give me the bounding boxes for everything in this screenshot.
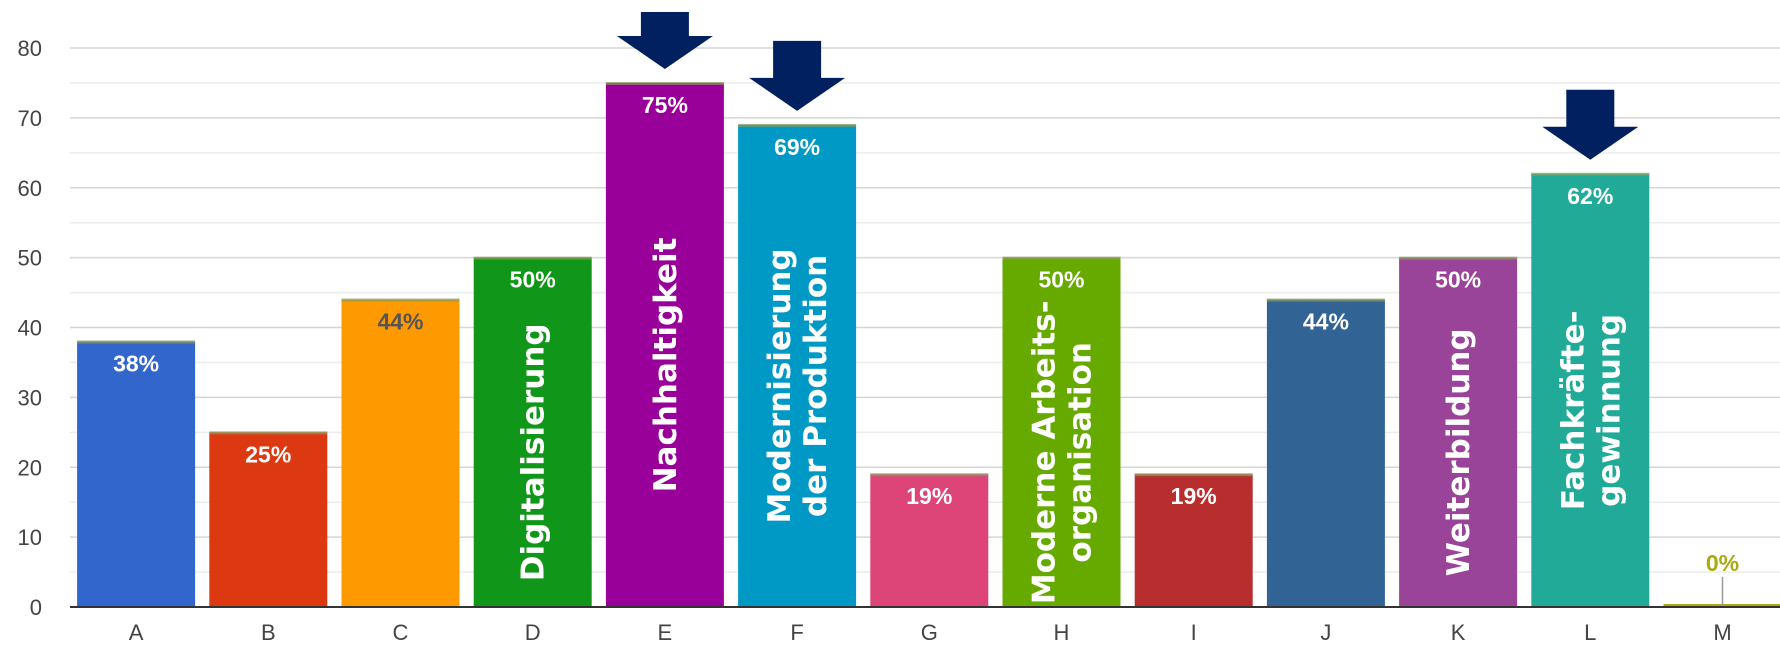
bar-F — [738, 124, 857, 608]
bar-D — [473, 257, 592, 607]
x-category-J: J — [1320, 620, 1331, 645]
y-tick-label: 60 — [18, 176, 42, 201]
data-label-I: 19% — [1171, 483, 1217, 509]
highlight-arrow-E — [616, 12, 713, 69]
bar-B — [209, 432, 328, 607]
annotation-F: Modernisierung — [762, 248, 798, 523]
annotation-E: Nachhaltigkeit — [648, 237, 684, 492]
bar-K — [1399, 257, 1518, 607]
x-category-C: C — [393, 620, 409, 645]
bar-E — [605, 82, 724, 607]
x-category-A: A — [129, 620, 144, 645]
bar-J — [1266, 299, 1385, 607]
bar-top-edge — [473, 256, 592, 260]
y-tick-label: 30 — [18, 385, 42, 410]
bar-top-edge — [738, 123, 857, 127]
annotation-L: Fachkräfte- — [1555, 311, 1591, 511]
data-label-D: 50% — [510, 267, 556, 293]
bar-A — [77, 341, 196, 607]
highlight-arrows — [616, 12, 1639, 160]
bar-C — [341, 299, 460, 607]
bars — [77, 81, 1780, 608]
bar-L — [1531, 173, 1650, 607]
data-label-K: 50% — [1435, 267, 1481, 293]
bar-top-edge — [341, 298, 460, 302]
x-category-G: G — [921, 620, 938, 645]
y-tick-label: 10 — [18, 525, 42, 550]
data-label-L: 62% — [1567, 183, 1613, 209]
data-label-M: 0% — [1706, 550, 1739, 576]
bar-top-edge — [1002, 256, 1121, 260]
x-category-M: M — [1713, 620, 1731, 645]
y-tick-label: 40 — [18, 316, 42, 341]
annotation-H: organisation — [1063, 342, 1099, 563]
data-label-F: 69% — [774, 134, 820, 160]
y-axis-ticks: 0 10 20 30 40 50 60 70 80 — [18, 36, 42, 620]
bar-top-edge — [77, 340, 196, 344]
x-axis-categories: A B C D E F G H I J K L M — [129, 620, 1732, 645]
y-tick-label: 20 — [18, 455, 42, 480]
data-label-H: 50% — [1038, 267, 1084, 293]
y-tick-label: 0 — [30, 595, 42, 620]
y-tick-label: 50 — [18, 246, 42, 271]
data-label-C: 44% — [377, 309, 423, 335]
x-category-H: H — [1054, 620, 1070, 645]
annotation-H: Moderne Arbeits- — [1027, 300, 1063, 604]
highlight-arrow-L — [1542, 89, 1639, 160]
x-category-L: L — [1584, 620, 1596, 645]
x-category-F: F — [790, 620, 803, 645]
data-label-E: 75% — [642, 92, 688, 118]
x-category-D: D — [525, 620, 541, 645]
annotation-L: gewinnung — [1591, 314, 1627, 507]
x-category-I: I — [1191, 620, 1197, 645]
data-labels: 38% 25% 44% 50% 75% 69% 19% 50% 19% 44% 50% 62% 0% — [113, 92, 1739, 605]
bar-I — [1134, 474, 1253, 607]
bar-G — [870, 474, 989, 607]
bar-top-edge — [870, 473, 989, 477]
highlight-arrow-F — [749, 40, 846, 111]
bar-top-edge — [209, 431, 328, 435]
y-tick-label: 80 — [18, 36, 42, 61]
bar-M — [1663, 604, 1780, 607]
y-tick-label: 70 — [18, 106, 42, 131]
data-label-B: 25% — [245, 441, 291, 467]
annotation-K: Weiterbildung — [1441, 328, 1477, 576]
x-category-K: K — [1451, 620, 1466, 645]
bar-top-edge — [605, 81, 724, 85]
x-category-B: B — [261, 620, 276, 645]
bar-annotations: Digitalisierung Nachhaltigkeit Modernisier… — [516, 237, 1628, 604]
annotation-F: der Produktion — [798, 255, 834, 517]
bar-top-edge — [1531, 172, 1650, 176]
data-label-G: 19% — [906, 483, 952, 509]
x-category-E: E — [658, 620, 673, 645]
data-label-J: 44% — [1303, 309, 1349, 335]
bar-top-edge — [1134, 473, 1253, 477]
bar-H — [1002, 257, 1121, 607]
bar-top-edge — [1399, 256, 1518, 260]
annotation-D: Digitalisierung — [516, 323, 552, 581]
bar-top-edge — [1266, 298, 1385, 302]
data-label-A: 38% — [113, 350, 159, 376]
